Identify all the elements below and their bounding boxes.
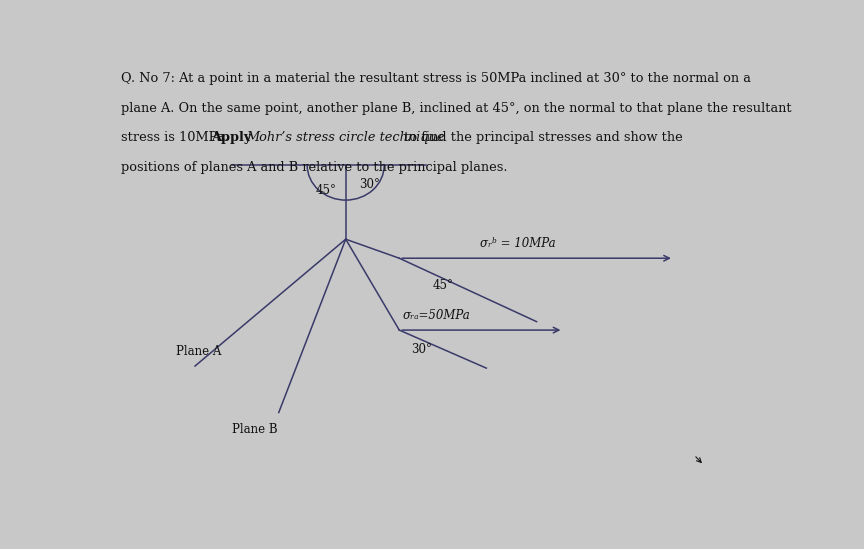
Text: stress is 10MPa.: stress is 10MPa.: [121, 131, 237, 144]
Text: σᵣᵇ = 10MPa: σᵣᵇ = 10MPa: [480, 237, 556, 250]
Text: Plane A: Plane A: [175, 345, 221, 358]
Text: plane A. On the same point, another plane B, inclined at 45°, on the normal to t: plane A. On the same point, another plan…: [121, 102, 792, 115]
Text: positions of planes A and B relative to the principal planes.: positions of planes A and B relative to …: [121, 161, 508, 174]
Text: 45°: 45°: [315, 184, 336, 197]
Text: 30°: 30°: [410, 343, 431, 356]
Text: 45°: 45°: [433, 279, 454, 293]
Text: Mohr’s stress circle technique: Mohr’s stress circle technique: [246, 131, 444, 144]
Text: 30°: 30°: [359, 178, 380, 191]
Text: Apply: Apply: [211, 131, 256, 144]
Text: σᵣₐ=50MPa: σᵣₐ=50MPa: [403, 309, 470, 322]
Text: to find the principal stresses and show the: to find the principal stresses and show …: [400, 131, 683, 144]
Text: Plane B: Plane B: [232, 423, 278, 436]
Text: Q. No 7: At a point in a material the resultant stress is 50MPa inclined at 30° : Q. No 7: At a point in a material the re…: [121, 72, 752, 85]
